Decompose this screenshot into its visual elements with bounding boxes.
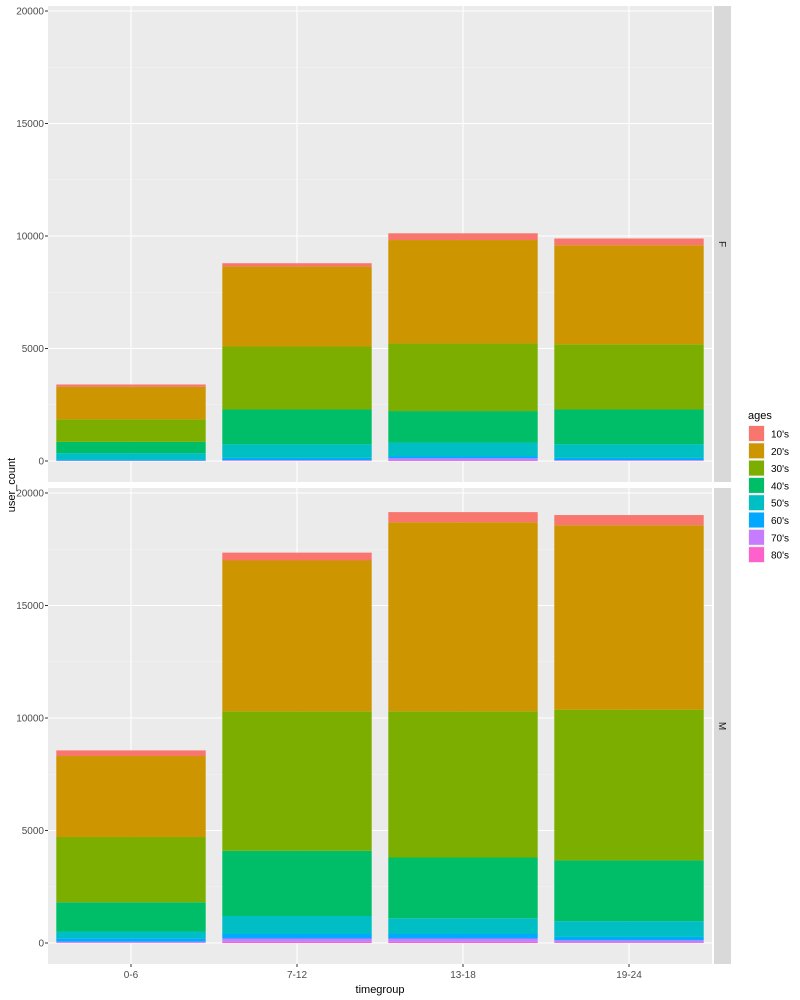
bar-segment-19-24-10's — [554, 238, 704, 246]
bar-segment-7-12-60's — [222, 934, 372, 939]
bar-segment-19-24-40's — [554, 409, 704, 445]
legend-swatch-60's — [749, 512, 764, 528]
legend-swatch-20's — [749, 443, 764, 459]
y-tick-label: 15000 — [16, 119, 44, 130]
bar-segment-13-18-60's — [388, 456, 538, 459]
bar-segment-19-24-60's — [554, 457, 704, 461]
bar-segment-7-12-10's — [222, 263, 372, 267]
bar-segment-7-12-40's — [222, 850, 372, 916]
bar-segment-0-6-40's — [56, 441, 206, 454]
y-tick-label: 10000 — [16, 232, 44, 243]
bar-segment-0-6-20's — [56, 756, 206, 838]
panel-M: 0 5000 10000 15000 20000 M 0-6 7-12 13-18 19-24 — [16, 488, 731, 981]
x-axis-title: timegroup — [356, 984, 405, 996]
bar-segment-13-18-30's — [388, 343, 538, 412]
legend-label: 10's — [771, 430, 789, 441]
bar-segment-13-18-70's — [388, 458, 538, 461]
bar-segment-13-18-70's — [388, 938, 538, 942]
bar-segment-0-6-70's — [56, 941, 206, 943]
bar-segment-13-18-10's — [388, 512, 538, 523]
legend-label: 20's — [771, 447, 789, 458]
legend-swatch-70's — [749, 529, 764, 545]
y-axis-title: user_count — [6, 458, 18, 512]
bar-segment-7-12-20's — [222, 266, 372, 347]
bar-segment-19-24-70's — [554, 460, 704, 461]
bar-segment-19-24-30's — [554, 344, 704, 410]
bar-segment-19-24-10's — [554, 515, 704, 526]
bar-segment-0-6-30's — [56, 419, 206, 442]
legend: ages 10's 20's 30's 40's 50's 60's 70's 80's — [748, 410, 789, 564]
facet-strip-label: F — [716, 241, 727, 247]
bar-segment-19-24-50's — [554, 444, 704, 458]
bar-segment-0-6-10's — [56, 384, 206, 387]
bar-segment-7-12-20's — [222, 560, 372, 712]
legend-title: ages — [748, 410, 772, 422]
bar-segment-13-18-10's — [388, 233, 538, 241]
bar-segment-7-12-80's — [222, 941, 372, 943]
y-tick-label: 20000 — [16, 7, 44, 18]
bar-segment-7-12-60's — [222, 457, 372, 461]
y-tick-label: 15000 — [16, 601, 44, 612]
bar-segment-0-6-10's — [56, 750, 206, 757]
bar-segment-0-6-60's — [56, 938, 206, 942]
x-tick-label: 19-24 — [616, 970, 642, 981]
y-tick-label: 5000 — [22, 344, 45, 355]
bar-segment-19-24-20's — [554, 525, 704, 710]
bar-segment-13-18-40's — [388, 411, 538, 443]
x-tick-label: 13-18 — [450, 970, 476, 981]
bar-segment-19-24-30's — [554, 709, 704, 861]
bar-segment-19-24-20's — [554, 245, 704, 345]
bar-segment-13-18-50's — [388, 918, 538, 934]
bar-segment-0-6-20's — [56, 386, 206, 420]
bar-segment-7-12-40's — [222, 409, 372, 445]
bar-segment-13-18-50's — [388, 442, 538, 457]
y-tick-label: 20000 — [16, 489, 44, 500]
y-tick-label: 0 — [38, 457, 44, 468]
bar-segment-13-18-40's — [388, 857, 538, 919]
legend-label: 80's — [771, 551, 789, 562]
y-tick-label: 5000 — [22, 826, 45, 837]
bar-segment-13-18-20's — [388, 240, 538, 344]
facet-strip — [714, 488, 731, 964]
bar-segment-7-12-70's — [222, 938, 372, 942]
bar-segment-7-12-30's — [222, 711, 372, 851]
bar-segment-19-24-60's — [554, 936, 704, 941]
bar-segment-19-24-50's — [554, 921, 704, 937]
bar-segment-13-18-30's — [388, 711, 538, 858]
y-tick-label: 10000 — [16, 714, 44, 725]
bar-segment-7-12-70's — [222, 460, 372, 461]
legend-label: 50's — [771, 499, 789, 510]
legend-label: 60's — [771, 516, 789, 527]
panels-layer: 0 5000 10000 15000 20000 F 0 5000 10000 15000 2000… — [16, 6, 731, 981]
facet-strip-label: M — [716, 722, 727, 730]
legend-swatch-50's — [749, 495, 764, 511]
bar-segment-0-6-30's — [56, 837, 206, 903]
y-tick-label: 0 — [38, 939, 44, 950]
bar-segment-13-18-60's — [388, 934, 538, 939]
legend-swatch-10's — [749, 426, 764, 441]
panel-F: 0 5000 10000 15000 20000 F — [16, 6, 731, 482]
x-tick-label: 0-6 — [124, 970, 139, 981]
bar-segment-19-24-70's — [554, 940, 704, 943]
bar-segment-13-18-20's — [388, 522, 538, 712]
legend-swatch-40's — [749, 477, 764, 493]
bar-segment-7-12-50's — [222, 444, 372, 458]
bar-segment-7-12-10's — [222, 552, 372, 561]
bar-segment-7-12-30's — [222, 346, 372, 410]
facet-strip — [714, 6, 731, 482]
bar-segment-0-6-40's — [56, 902, 206, 932]
bar-segment-0-6-60's — [56, 459, 206, 461]
legend-label: 40's — [771, 481, 789, 492]
bar-segment-19-24-40's — [554, 860, 704, 922]
bar-segment-13-18-80's — [388, 941, 538, 943]
x-tick-label: 7-12 — [287, 970, 307, 981]
legend-swatch-80's — [749, 547, 764, 563]
legend-label: 30's — [771, 464, 789, 475]
bar-segment-7-12-50's — [222, 916, 372, 934]
bar-segment-0-6-50's — [56, 931, 206, 939]
legend-swatch-30's — [749, 460, 764, 476]
legend-label: 70's — [771, 533, 789, 544]
bar-segment-0-6-50's — [56, 453, 206, 460]
